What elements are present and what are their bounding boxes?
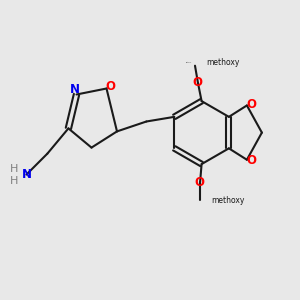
Text: methoxy: methoxy (212, 196, 245, 206)
Text: N: N (70, 83, 80, 96)
Text: methoxy: methoxy (206, 58, 240, 67)
Text: O: O (246, 98, 256, 111)
Text: H: H (10, 176, 18, 186)
Text: O: O (105, 80, 115, 94)
Text: O: O (194, 176, 204, 190)
Text: N: N (22, 167, 32, 181)
Text: O: O (192, 76, 202, 89)
Text: H: H (10, 164, 18, 174)
Text: methoxy: methoxy (186, 61, 192, 63)
Text: O: O (246, 154, 256, 167)
